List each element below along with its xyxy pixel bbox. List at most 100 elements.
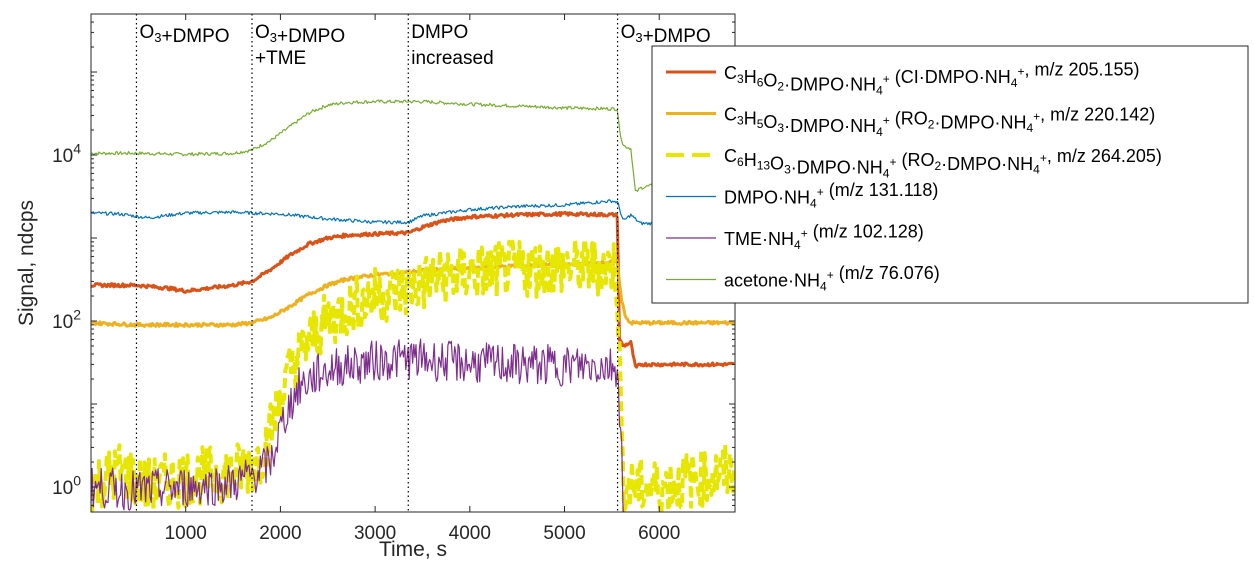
text-part: 4 — [876, 83, 883, 97]
text-part: 3 — [154, 30, 161, 45]
text-part: + — [801, 226, 808, 240]
text-part: O — [621, 22, 636, 43]
text-part: 6 — [737, 155, 744, 169]
text-part: DMPO·NH — [724, 188, 810, 208]
text-part: 3 — [784, 163, 791, 177]
text-part: 4 — [876, 125, 883, 139]
text-part: acetone·NH — [724, 271, 820, 291]
text-part: 2 — [777, 80, 784, 94]
text-part: + — [817, 185, 824, 199]
y-tick-label: 102 — [52, 307, 81, 333]
series-line-ro2_a — [91, 258, 735, 328]
x-tick-label: 1000 — [165, 523, 207, 544]
text-part: ·DMPO·NH — [791, 158, 883, 178]
text-part: ·DMPO·NH — [784, 75, 876, 95]
text-part: ·DMPO·NH — [934, 112, 1026, 132]
phase-annotation-line2: +TME — [255, 48, 306, 69]
text-part: , m/z 264.205) — [1047, 146, 1162, 166]
text-part: 4 — [810, 196, 817, 210]
text-part: 3 — [777, 121, 784, 135]
x-tick-label: 6000 — [638, 523, 680, 544]
text-part: + — [889, 155, 896, 169]
phase-annotation-line1: O3+DMPO — [621, 22, 711, 47]
text-part: +DMPO — [161, 26, 229, 47]
text-part: (m/z 131.118) — [824, 180, 939, 200]
text-part: O — [763, 112, 777, 132]
y-tick-label: 104 — [52, 141, 81, 167]
text-part: 3 — [737, 113, 744, 127]
text-part: (RO — [890, 108, 928, 128]
text-part: ·DMPO·NH — [784, 116, 876, 136]
text-part: (RO — [896, 150, 934, 170]
text-part: 4 — [820, 279, 827, 293]
text-part: ·DMPO·NH — [941, 154, 1033, 174]
text-part: H — [744, 150, 757, 170]
text-part: O — [255, 22, 270, 43]
text-part: + — [827, 268, 834, 282]
text-part: +TME — [255, 48, 306, 69]
y-tick-base: 10 — [52, 478, 73, 499]
axes-box — [90, 13, 736, 513]
text-part: O — [763, 71, 777, 91]
text-part: (m/z 102.128) — [808, 221, 924, 241]
text-part: +DMPO — [643, 26, 711, 47]
text-part: , m/z 220.142) — [1040, 105, 1155, 125]
series-line-acetone — [91, 99, 735, 192]
text-part: 2 — [928, 117, 935, 131]
text-part: 3 — [635, 30, 642, 45]
x-tick-label: 3000 — [354, 523, 396, 544]
text-part: 13 — [757, 159, 771, 173]
text-part: , m/z 205.155) — [1024, 59, 1139, 79]
text-part: + — [883, 72, 890, 86]
phase-annotation-line1: O3+DMPO — [255, 22, 345, 47]
legend-entry-ro2_b: C6H13O3·DMPO·NH4+ (RO2·DMPO·NH4+, m/z 26… — [724, 146, 1162, 180]
text-part: 4 — [794, 238, 801, 252]
x-tick-label: 5000 — [543, 523, 585, 544]
text-part: 4 — [1026, 121, 1033, 135]
y-tick-exponent: 2 — [73, 307, 81, 323]
text-part: 4 — [1011, 76, 1018, 90]
text-part: C — [724, 63, 737, 83]
series-line-tme — [91, 338, 624, 512]
plot-lines — [91, 99, 735, 512]
text-part: + — [1017, 64, 1024, 78]
text-part: + — [1040, 151, 1047, 165]
text-part: 6 — [757, 76, 764, 90]
text-part: O — [139, 22, 154, 43]
text-part: C — [724, 146, 737, 166]
text-part: + — [1033, 110, 1040, 124]
text-part: C — [724, 105, 737, 125]
text-part: (m/z 76.076) — [834, 263, 940, 283]
text-part: 4 — [1033, 163, 1040, 177]
phase-annotation-line1: O3+DMPO — [139, 22, 229, 47]
legend: C3H6O2·DMPO·NH4+ (CI·DMPO·NH4+, m/z 205.… — [651, 45, 1249, 304]
text-part: O — [770, 154, 784, 174]
legend-entry-ci: C3H6O2·DMPO·NH4+ (CI·DMPO·NH4+, m/z 205.… — [724, 59, 1140, 97]
text-part: 3 — [270, 30, 277, 45]
text-part: 4 — [883, 166, 890, 180]
phase-annotation-line2: increased — [411, 48, 493, 69]
text-part: TME·NH — [724, 229, 794, 249]
text-part: 3 — [737, 72, 744, 86]
phase-annotation-line1: DMPO — [411, 22, 468, 43]
text-part: + — [883, 113, 890, 127]
series-line-ci — [91, 210, 735, 369]
x-axis-label: Time, s — [379, 538, 447, 561]
text-part: increased — [411, 48, 493, 69]
y-tick-label: 100 — [52, 473, 81, 499]
text-part: H — [744, 108, 757, 128]
x-tick-label: 2000 — [259, 523, 301, 544]
legend-box — [651, 45, 1249, 304]
y-tick-base: 10 — [52, 146, 73, 167]
text-part: DMPO — [411, 22, 468, 43]
legend-entry-ro2_a: C3H5O3·DMPO·NH4+ (RO2·DMPO·NH4+, m/z 220… — [724, 105, 1155, 139]
series-line-dmpo — [91, 199, 735, 226]
text-part: +DMPO — [277, 26, 345, 47]
y-tick-exponent: 0 — [73, 473, 81, 489]
y-axis-label: Signal, ndcps — [15, 200, 38, 326]
phase-lines — [135, 14, 619, 512]
x-tick-label: 4000 — [449, 523, 491, 544]
series-line-ro2_b — [91, 237, 735, 512]
